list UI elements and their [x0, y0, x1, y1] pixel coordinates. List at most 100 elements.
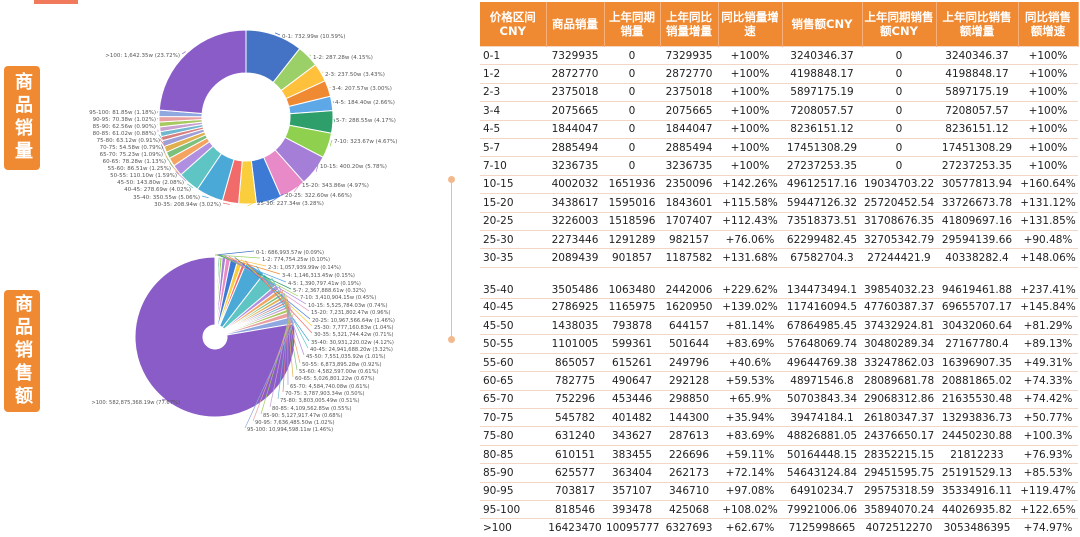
table-cell: 94619461.88	[936, 267, 1018, 298]
table-cell: 30577813.94	[936, 175, 1018, 193]
table-cell: 0-1	[480, 47, 546, 65]
table-cell: 1651936	[604, 175, 660, 193]
leader-line	[202, 196, 209, 198]
table-cell: +119.47%	[1018, 482, 1078, 500]
table-cell: +122.65%	[1018, 500, 1078, 518]
leader-line	[157, 111, 158, 113]
table-cell: 3505486	[546, 267, 604, 298]
slice-label: 60-65: 5,026,801.22w (0.67%)	[295, 376, 375, 382]
table-cell: +131.68%	[718, 249, 782, 267]
table-cell: 287613	[660, 427, 718, 445]
slice-label: 75-80: 3,803,005.49w (0.51%)	[280, 398, 360, 404]
table-cell: 0	[862, 65, 936, 83]
table-cell: 625577	[546, 464, 604, 482]
slice-label: 90-95: 70.38w (1.02%)	[93, 117, 156, 123]
slice-label: 85-90: 5,127,917.47w (0.68%)	[263, 413, 343, 419]
table-cell: 8236151.12	[936, 120, 1018, 138]
slice-label: 30-35: 5,321,744.42w (0.71%)	[314, 332, 394, 338]
table-cell: +108.02%	[718, 500, 782, 518]
column-header: 上年同比销量增量	[660, 2, 718, 47]
table-cell: 25191529.13	[936, 464, 1018, 482]
table-cell: 2885494	[546, 138, 604, 156]
leader-line	[310, 55, 311, 56]
table-cell: 16423470	[546, 519, 604, 537]
table-cell: +49.31%	[1018, 353, 1078, 371]
table-cell: +100%	[718, 47, 782, 65]
slice-label: 1-2: 287.28w (4.15%)	[313, 55, 373, 61]
table-cell: +90.48%	[1018, 230, 1078, 248]
table-cell: 15-20	[480, 194, 546, 212]
table-cell: 7-10	[480, 157, 546, 175]
table-cell: 363404	[604, 464, 660, 482]
table-cell: +100%	[718, 120, 782, 138]
table-cell: 21812233	[936, 445, 1018, 463]
slice-label: 1-2: 774,754.25w (0.10%)	[262, 257, 330, 263]
slice-label: 90-95: 7,636,485.50w (1.02%)	[255, 420, 335, 426]
table-cell: 27237253.35	[782, 157, 862, 175]
table-cell: 292128	[660, 372, 718, 390]
table-cell: 4198848.17	[782, 65, 862, 83]
table-cell: 4072512270	[862, 519, 936, 537]
table-cell: 21635530.48	[936, 390, 1018, 408]
table-cell: 1844047	[546, 120, 604, 138]
table-cell: +100%	[1018, 120, 1078, 138]
table-cell: +100.3%	[1018, 427, 1078, 445]
table-cell: 0	[604, 157, 660, 175]
table-cell: +59.11%	[718, 445, 782, 463]
table-cell: 41809697.16	[936, 212, 1018, 230]
column-header: 同比销量增速	[718, 2, 782, 47]
slice-label: 35-40: 350.55w (5.06%)	[133, 195, 200, 201]
table-cell: 3236735	[660, 157, 718, 175]
table-cell: 33247862.03	[862, 353, 936, 371]
table-cell: 33726673.78	[936, 194, 1018, 212]
table-cell: +139.02%	[718, 298, 782, 316]
column-header: 上年同期销量	[604, 2, 660, 47]
table-cell: 80-85	[480, 445, 546, 463]
table-cell: +83.69%	[718, 427, 782, 445]
table-cell: 7208057.57	[782, 102, 862, 120]
table-cell: 13293836.73	[936, 409, 1018, 427]
slice-label: 50-55: 6,873,895.28w (0.92%)	[302, 362, 382, 368]
table-cell: 24376650.17	[862, 427, 936, 445]
leader-line	[157, 118, 158, 119]
slice-label: 3-4: 207.57w (3.00%)	[332, 86, 392, 92]
table-cell: 782775	[546, 372, 604, 390]
table-cell: +74.33%	[1018, 372, 1078, 390]
table-cell: 357107	[604, 482, 660, 500]
table-cell: 32705342.79	[862, 230, 936, 248]
table-cell: 79921006.06	[782, 500, 862, 518]
slice-label: 5-7: 288.55w (4.17%)	[336, 118, 396, 124]
table-cell: +100%	[718, 138, 782, 156]
slice-label: 25-30: 7,777,160.83w (1.04%)	[314, 325, 394, 331]
slice-label: >100: 582,875,368.19w (77.67%)	[91, 400, 180, 406]
table-cell: 818546	[546, 500, 604, 518]
table-cell: 2-3	[480, 83, 546, 101]
table-cell: 3240346.37	[782, 47, 862, 65]
table-cell: 39474184.1	[782, 409, 862, 427]
slice-label: 7-10: 3,410,904.15w (0.45%)	[300, 295, 376, 301]
leader-line	[182, 52, 186, 54]
table-cell: 5-7	[480, 138, 546, 156]
column-header: 同比销售额增速	[1018, 2, 1078, 47]
table-cell: 393478	[604, 500, 660, 518]
table-cell: 2885494	[660, 138, 718, 156]
table-cell: +100%	[718, 83, 782, 101]
table-cell: 20881865.02	[936, 372, 1018, 390]
table-cell: +62.67%	[718, 519, 782, 537]
table-cell: 0	[604, 102, 660, 120]
table-cell: 615261	[604, 353, 660, 371]
slice-label: 45-50: 143.80w (2.08%)	[117, 180, 184, 186]
table-cell: 2075665	[660, 102, 718, 120]
table-cell: 19034703.22	[862, 175, 936, 193]
table-cell: 1844047	[660, 120, 718, 138]
table-cell: +115.58%	[718, 194, 782, 212]
table-cell: 144300	[660, 409, 718, 427]
table-cell: 90-95	[480, 482, 546, 500]
